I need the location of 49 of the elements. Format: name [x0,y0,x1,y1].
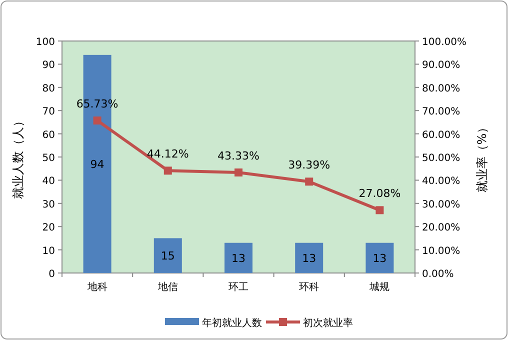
y-tick-label: 100 [36,37,55,48]
data-label: 39.39% [288,158,330,172]
bar [224,242,252,273]
y-tick-label: 60 [42,130,55,141]
data-label: 13 [372,252,387,265]
y2-tick-label: 0.00% [422,269,454,280]
point [164,166,172,175]
data-label: 43.33% [218,149,260,162]
x-tick-label: 环科 [299,281,320,293]
y-tick-label: 30 [42,199,55,210]
y-tick-label: 20 [42,222,55,234]
y2-tick-label: 10.00% [422,246,460,257]
bar [366,242,394,273]
point [376,206,384,214]
y2-tick-label: 60.00% [422,130,460,141]
y2-tick-label: 80.00% [422,83,460,94]
point [305,178,314,186]
x-tick-label: 城规 [368,281,390,293]
y2-tick-label: 40.00% [422,176,460,188]
y-tick-label: 0 [48,269,55,280]
bar [295,242,324,273]
y-tick-label: 40 [42,176,55,188]
data-label: 27.08% [358,187,401,200]
x-tick-label: 地信 [156,281,178,293]
y2-tick-label: 30.00% [422,199,460,210]
data-label: 94 [90,158,104,171]
y2-tick-label: 90.00% [422,60,460,72]
x-tick-label: 环工 [228,282,248,293]
bar [154,238,182,273]
legend-label: 年初就业人数 [202,317,262,329]
x-tick-label: 地科 [86,281,108,293]
data-label: 13 [232,252,246,265]
y2-tick-label: 70.00% [422,106,460,118]
data-label: 44.12% [146,148,189,161]
y-tick-label: 70 [42,106,55,118]
legend-label: 初次就业率 [303,317,353,329]
point [93,116,102,125]
y-tick-label: 50 [42,153,55,164]
y2-axis-title: 就业率（%） [475,121,489,193]
point [234,168,242,176]
data-label: 15 [160,250,175,263]
y-tick-label: 10 [42,246,55,257]
y-axis-title: 就业人数（人） [11,115,25,199]
y2-tick-label: 50.00% [422,153,460,164]
y2-tick-label: 20.00% [422,222,460,234]
data-label: 13 [302,252,316,265]
y-tick-label: 80 [42,83,55,94]
y2-tick-label: 100.00% [422,37,466,48]
y-tick-label: 90 [42,60,55,72]
